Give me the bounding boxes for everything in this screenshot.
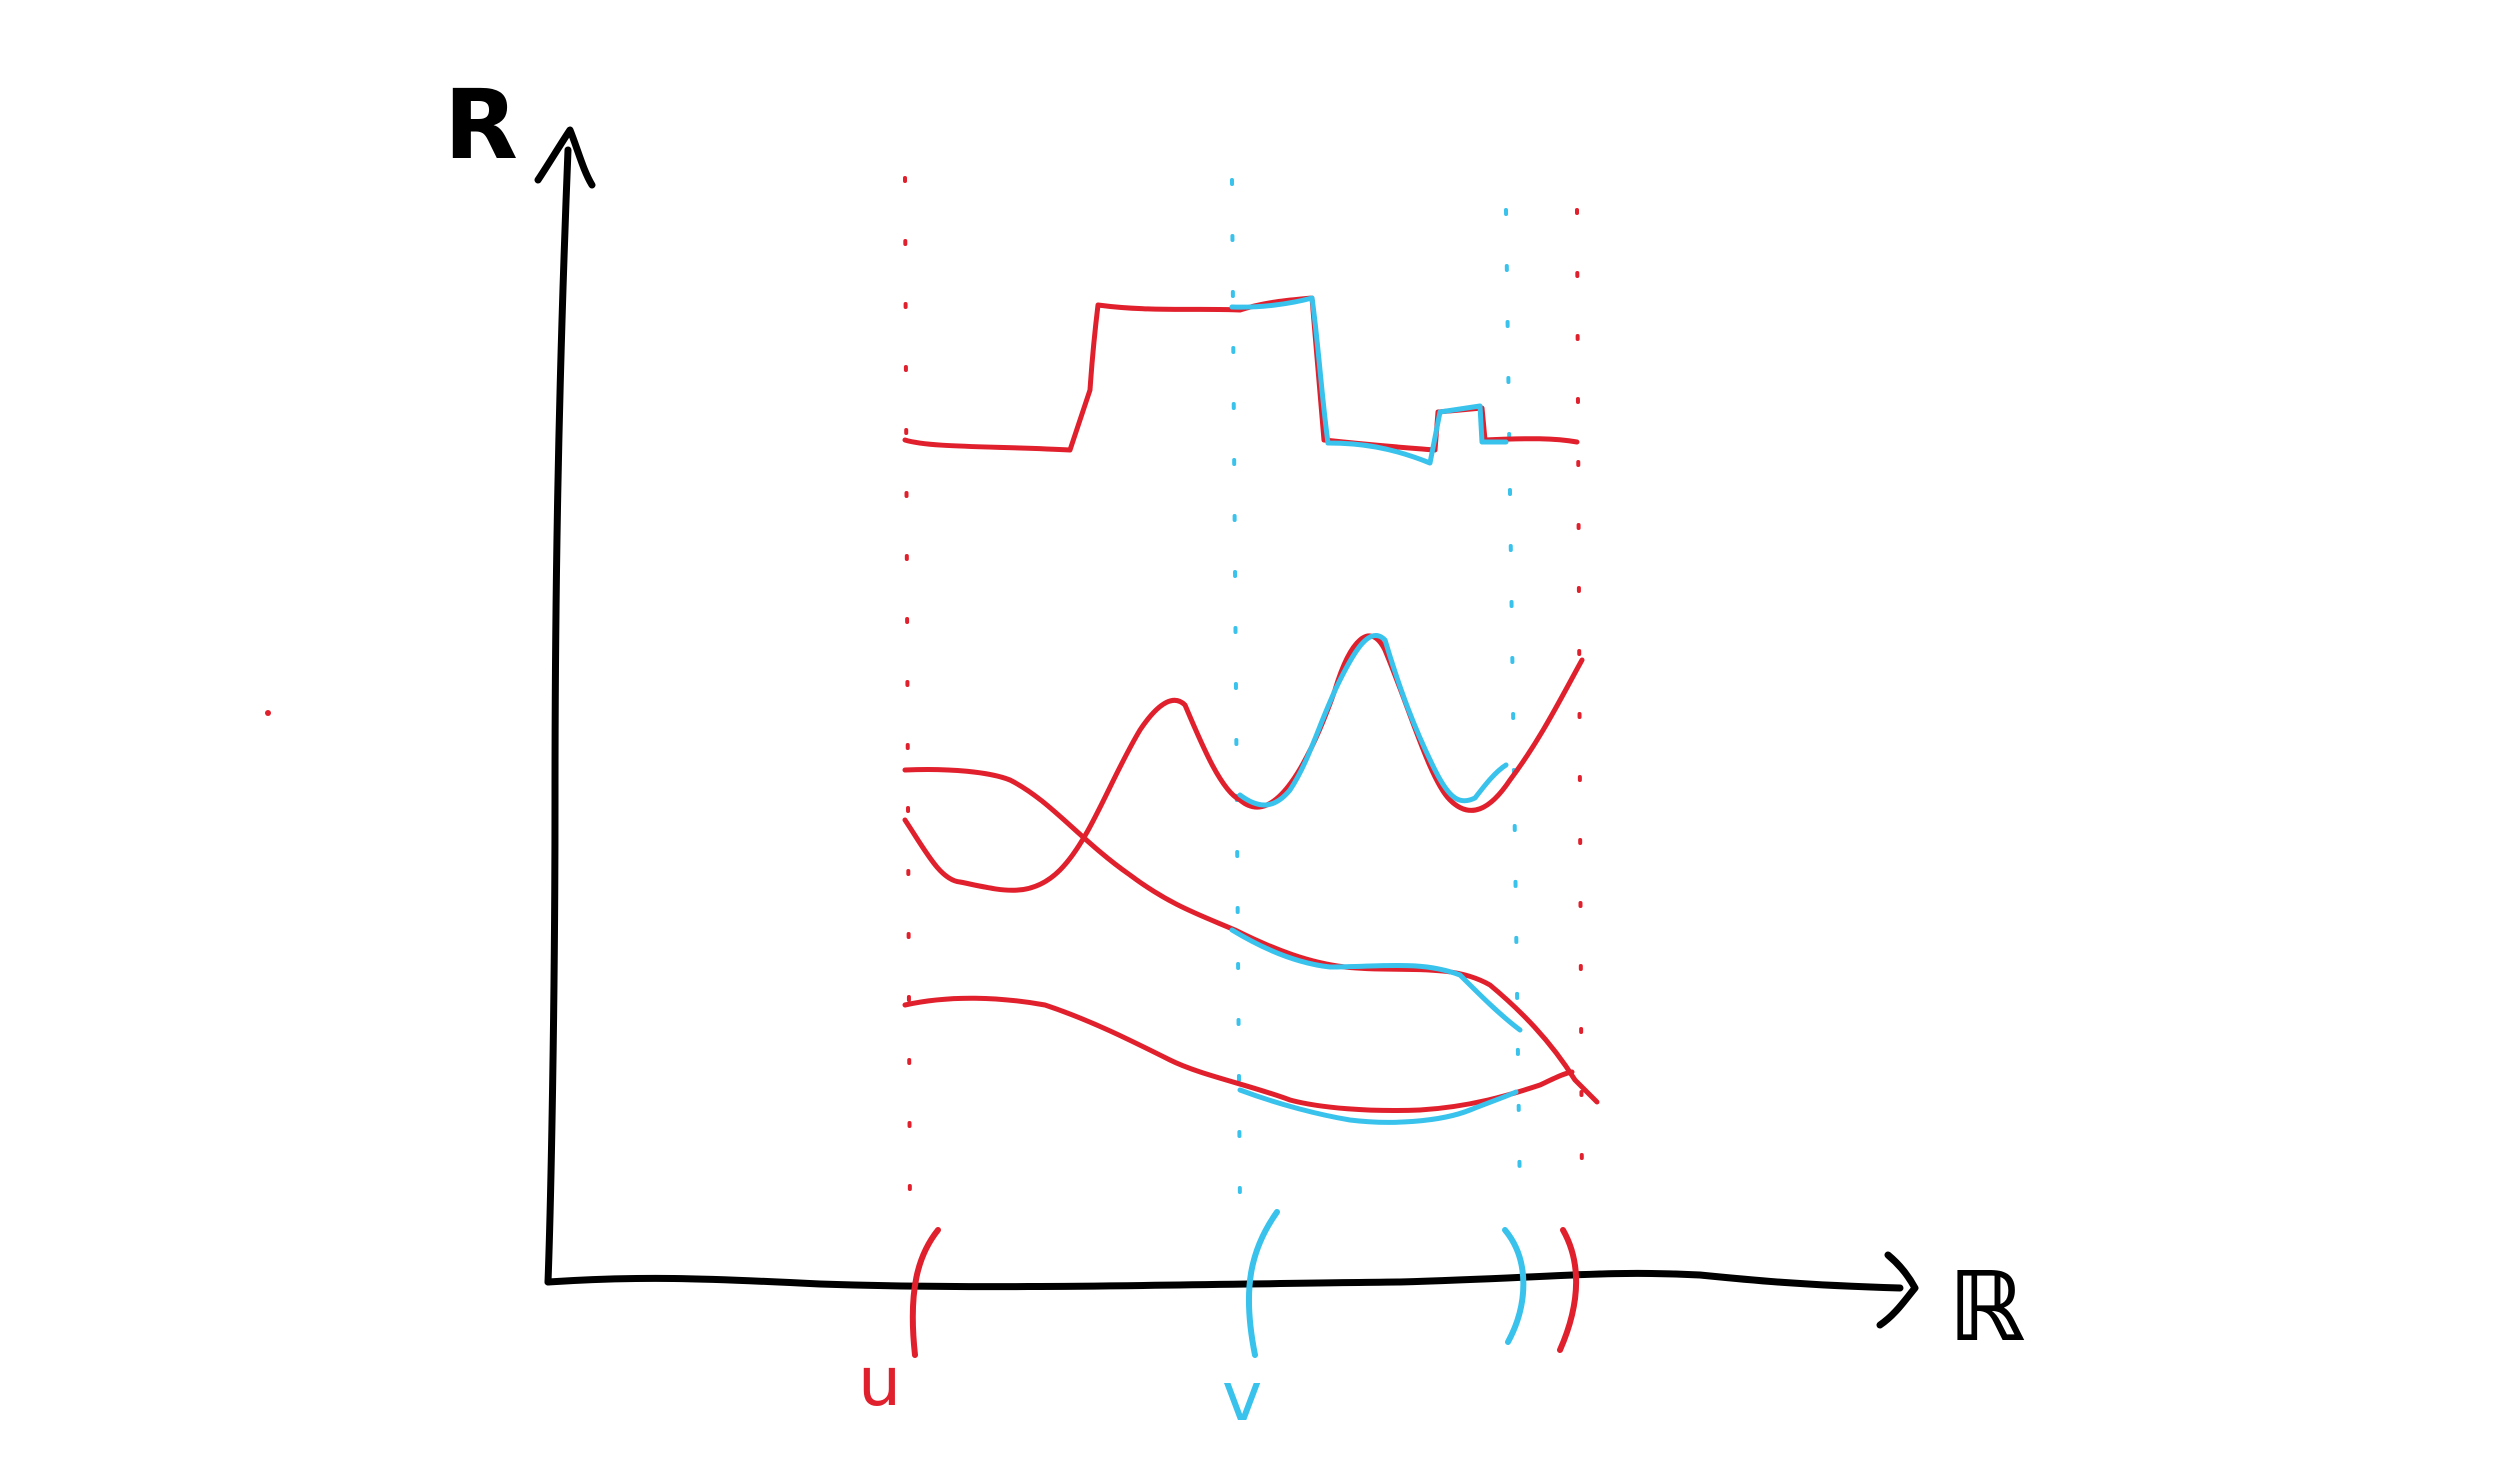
y-axis-line — [544, 146, 572, 1286]
stray-dot — [265, 710, 271, 716]
u-lower-function — [902, 995, 1575, 1114]
v-functions — [1229, 295, 1523, 1125]
v-left-dotted-guide — [1230, 178, 1242, 1212]
axes — [534, 126, 1919, 1329]
u-functions — [902, 295, 1600, 1114]
interval-v-label: v — [1222, 1358, 1262, 1437]
u-right-bracket — [1557, 1227, 1580, 1353]
v-right-bracket — [1502, 1227, 1527, 1345]
v-wave-function — [1237, 633, 1509, 808]
u-decreasing-function — [902, 766, 1600, 1105]
y-axis-arrowhead — [534, 126, 596, 189]
u-left-bracket — [909, 1227, 941, 1358]
u-wave-function — [902, 633, 1585, 893]
x-axis-arrowhead — [1876, 1251, 1919, 1329]
x-axis-line — [544, 1269, 1904, 1292]
x-axis-label: ℝ — [1948, 1251, 2025, 1363]
u-step-function — [902, 295, 1580, 453]
v-left-bracket — [1245, 1209, 1280, 1358]
v-decreasing-function — [1229, 927, 1523, 1033]
v-step-function — [1229, 295, 1509, 466]
interval-u-label: u — [858, 1343, 901, 1422]
guide-lines — [903, 176, 1584, 1222]
v-lower-function — [1237, 1087, 1519, 1125]
u-left-dotted-guide — [903, 176, 912, 1222]
v-right-dotted-guide — [1504, 208, 1522, 1202]
y-axis-label: R — [444, 69, 518, 181]
interval-markers — [909, 1209, 1580, 1358]
u-right-dotted-guide — [1575, 208, 1584, 1202]
